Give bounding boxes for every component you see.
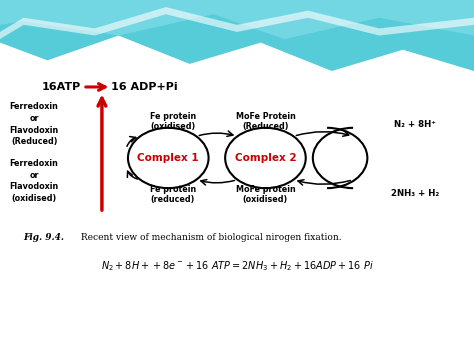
Text: MoFe Protein
(Reduced): MoFe Protein (Reduced): [236, 112, 295, 131]
Text: 16 ADP+Pi: 16 ADP+Pi: [111, 82, 178, 92]
Polygon shape: [0, 46, 474, 89]
Polygon shape: [0, 0, 474, 71]
Polygon shape: [0, 0, 474, 39]
Text: $N_2 + 8H+ + 8e^- + 16\ ATP = 2NH_3 + H_2 + 16ADP + 16\ Pi$: $N_2 + 8H+ + 8e^- + 16\ ATP = 2NH_3 + H_…: [100, 260, 374, 273]
Text: Ferredoxin
or
Flavodoxin
(Reduced): Ferredoxin or Flavodoxin (Reduced): [9, 102, 59, 147]
Bar: [0, 78, 474, 355]
Text: Complex 2: Complex 2: [235, 153, 296, 163]
Text: Complex 1: Complex 1: [137, 153, 199, 163]
Text: N₂ + 8H⁺: N₂ + 8H⁺: [394, 120, 436, 129]
Text: Fig. 9.4.: Fig. 9.4.: [24, 233, 64, 242]
Text: MoFe protein
(oxidised): MoFe protein (oxidised): [236, 185, 295, 204]
Polygon shape: [0, 7, 474, 39]
Text: 16ATP: 16ATP: [42, 82, 81, 92]
Text: Recent view of mechanism of biological nirogen fixation.: Recent view of mechanism of biological n…: [78, 233, 342, 242]
Text: 2NH₃ + H₂: 2NH₃ + H₂: [391, 189, 439, 198]
Text: Fe protein
(reduced): Fe protein (reduced): [150, 185, 196, 204]
Text: Fe protein
(oxidised): Fe protein (oxidised): [150, 112, 196, 131]
Text: Ferredoxin
or
Flavodoxin
(oxidised): Ferredoxin or Flavodoxin (oxidised): [9, 159, 59, 203]
